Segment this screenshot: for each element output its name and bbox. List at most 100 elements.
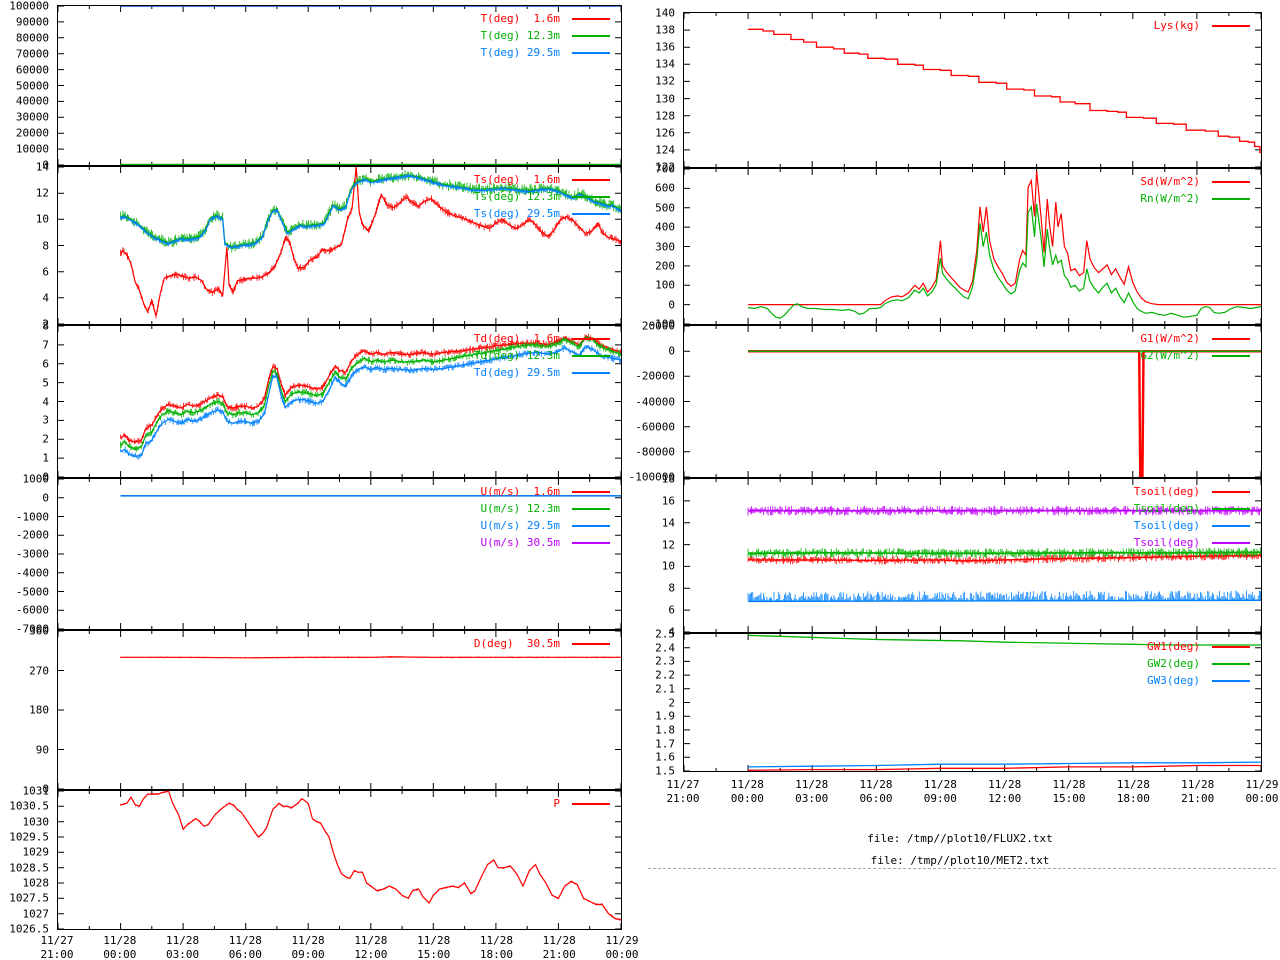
xaxis-label: 11/28 03:00	[795, 778, 828, 806]
legend-row: GW1(deg)	[1147, 638, 1250, 655]
series-line-Ts 29.5m	[120, 175, 621, 249]
legend-label: Ts(deg) 12.3m	[473, 190, 560, 203]
ytick-label-t-air: 30000	[15, 110, 49, 124]
ytick-label-ts-air: 10	[35, 212, 49, 226]
ytick-label-pressure: 1027.5	[9, 891, 49, 905]
ytick-label-u-wind: -3000	[15, 547, 49, 561]
legend-line-swatch	[1212, 524, 1250, 527]
legend-line-swatch	[572, 337, 610, 340]
legend-row: GW2(deg)	[1147, 655, 1250, 672]
legend-label: U(m/s) 29.5m	[480, 519, 560, 532]
plot-svg-lysimeter	[684, 13, 1261, 167]
plot-svg-ground-water	[684, 634, 1261, 771]
ytick-label-t-air: 0	[42, 158, 49, 172]
xaxis-label: 11/28 15:00	[1052, 778, 1085, 806]
plot-pressure	[57, 790, 622, 930]
xaxis-label-date: 11/28	[1181, 778, 1215, 791]
ytick-label-u-wind: 0	[42, 491, 49, 505]
plot-svg-radiation	[684, 169, 1261, 324]
plot-svg-t-air	[58, 6, 621, 165]
xaxis-label-time: 12:00	[988, 792, 1022, 805]
ytick-label-t-air: 40000	[15, 94, 49, 108]
ytick-label-td-air: 4	[42, 395, 49, 408]
ytick-label-ground-water: 1.9	[655, 709, 675, 723]
ytick-label-radiation: 200	[655, 259, 675, 273]
xaxis-label-date: 11/28	[730, 778, 764, 791]
xaxis-label: 11/27 21:00	[40, 934, 73, 960]
ytick-label-lysimeter: 124	[655, 143, 675, 157]
xaxis-label-date: 11/28	[1116, 778, 1150, 791]
legend-row: Td(deg) 1.6m	[474, 330, 610, 347]
xaxis-label: 11/28 06:00	[859, 778, 892, 806]
ytick-label-soil-temperature: 6	[668, 603, 675, 617]
legend-label: Tsoil(deg)	[1133, 502, 1200, 515]
ytick-label-ground-water: 2	[668, 696, 675, 709]
tick-marks	[684, 326, 1261, 477]
ytick-label-u-wind: -4000	[15, 566, 49, 580]
legend-row: Ts(deg) 1.6m	[474, 171, 610, 188]
legend-line-swatch	[572, 17, 610, 20]
tick-marks	[58, 167, 621, 324]
footer: file: /tmp//plot10/FLUX2.txt file: /tmp/…	[640, 828, 1280, 872]
plot-svg-soil-temperature	[684, 479, 1261, 632]
xaxis-label: 11/28 00:00	[103, 934, 136, 960]
xaxis-label-time: 00:00	[1245, 792, 1279, 805]
ytick-label-u-wind: -7000	[15, 622, 49, 636]
ytick-label-radiation: 0	[668, 298, 675, 312]
plot-u-wind	[57, 478, 622, 630]
ytick-label-ts-air: 12	[35, 186, 49, 200]
tick-marks	[58, 631, 621, 789]
ytick-label-soil-heat-flux: -40000	[635, 395, 675, 408]
legend-soil-temperature: Tsoil(deg) Tsoil(deg) Tsoil(deg) Tsoil(deg)	[950, 483, 1250, 551]
ytick-label-t-air: 50000	[15, 79, 49, 92]
ytick-label-pressure: 1028.5	[9, 861, 49, 875]
plot-svg-td-air	[58, 326, 621, 477]
xaxis-label-date: 11/28	[479, 934, 513, 947]
legend-label: U(m/s) 1.6m	[480, 485, 560, 498]
xaxis-label: 11/28 09:00	[292, 934, 325, 960]
ytick-label-t-air: 70000	[15, 47, 49, 61]
xaxis-label-date: 11/28	[103, 934, 137, 947]
legend-line-swatch	[572, 490, 610, 493]
tick-marks	[684, 634, 1261, 771]
legend-row: Tsoil(deg)	[1134, 500, 1250, 517]
xaxis-label-time: 18:00	[479, 948, 513, 960]
xaxis-label: 11/29 00:00	[1245, 778, 1278, 806]
xaxis-label-date: 11/28	[354, 934, 388, 947]
legend-row: D(deg) 30.5m	[474, 635, 610, 652]
ytick-label-radiation: 500	[655, 201, 675, 215]
ytick-label-ground-water: 1.6	[655, 750, 675, 764]
xaxis-label: 11/28 09:00	[924, 778, 957, 806]
xaxis-label-time: 21:00	[40, 948, 74, 960]
ytick-label-pressure: 1030	[22, 815, 50, 829]
ytick-label-td-air: 6	[42, 357, 49, 371]
xaxis-label-date: 11/28	[542, 934, 576, 947]
legend-label: Ts(deg) 1.6m	[473, 173, 560, 186]
plot-svg-d-wind	[58, 631, 621, 789]
ytick-label-t-air: 60000	[15, 63, 49, 77]
legend-label: Tsoil(deg)	[1133, 485, 1200, 498]
legend-label: U(m/s) 30.5m	[480, 536, 560, 549]
xaxis-label-time: 21:00	[542, 948, 576, 960]
series-line-GW3	[748, 761, 1261, 768]
legend-line-swatch	[572, 34, 610, 37]
ytick-label-u-wind: -1000	[15, 510, 49, 523]
legend-label: T(deg) 12.3m	[480, 29, 560, 42]
legend-label: GW2(deg)	[1147, 657, 1200, 670]
series-line-Lys	[748, 28, 1261, 154]
legend-line-swatch	[572, 51, 610, 54]
ytick-label-ground-water: 1.5	[655, 764, 675, 778]
legend-row: Tsoil(deg)	[1134, 534, 1250, 551]
legend-td-air: Td(deg) 1.6m Td(deg) 12.3m Td(deg) 29.5m	[310, 330, 610, 381]
series-line-GW2	[748, 634, 1261, 646]
xaxis-label-time: 15:00	[1052, 792, 1086, 805]
ytick-label-pressure: 1027	[22, 907, 50, 921]
xaxis-label-time: 21:00	[666, 792, 700, 805]
legend-label: Rn(W/m^2)	[1140, 192, 1200, 205]
series-line-D 30.5m	[120, 656, 621, 659]
ytick-label-radiation: 100	[655, 278, 675, 292]
ytick-label-ground-water: 1.7	[655, 737, 675, 751]
xaxis-label-date: 11/29	[1245, 778, 1279, 791]
ytick-label-radiation: 300	[655, 240, 675, 253]
ytick-label-soil-heat-flux: -20000	[635, 369, 675, 383]
